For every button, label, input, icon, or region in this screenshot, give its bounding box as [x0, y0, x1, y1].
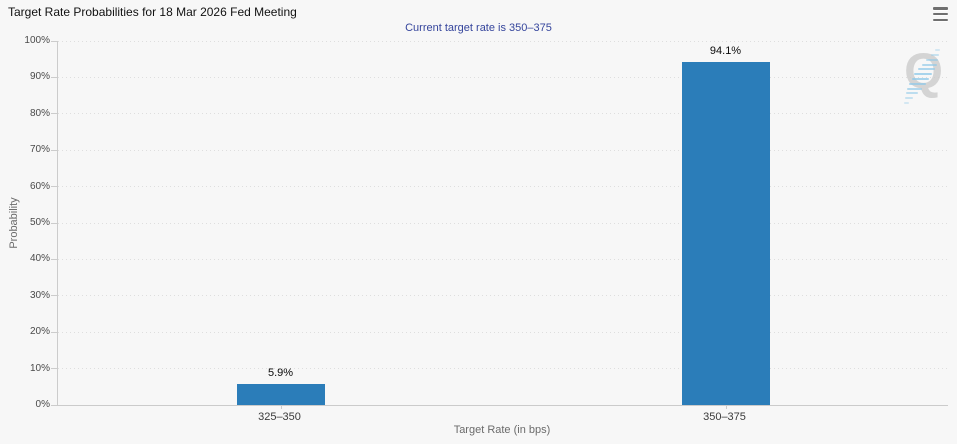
x-axis-tick — [725, 405, 727, 409]
watermark-dash — [904, 97, 914, 100]
chart-context-menu-button[interactable] — [933, 6, 948, 22]
y-axis-tick — [51, 186, 57, 188]
y-tick-label: 0% — [35, 399, 50, 410]
y-tick-label: 10% — [29, 362, 50, 374]
hamburger-icon — [933, 12, 948, 16]
y-tick-label: 40% — [29, 253, 50, 265]
gridline — [58, 331, 948, 333]
x-tick-label: 325–350 — [258, 411, 301, 423]
gridline — [58, 258, 948, 260]
probability-bar[interactable] — [681, 62, 770, 405]
y-tick-label: 80% — [29, 107, 50, 119]
y-axis-tick — [51, 404, 57, 406]
y-tick-label: 90% — [29, 71, 50, 83]
y-tick-label: 60% — [29, 180, 50, 192]
gridline — [58, 295, 948, 297]
y-axis-tick — [51, 149, 57, 151]
watermark-dash — [903, 102, 909, 104]
chart-subtitle: Current target rate is 350–375 — [405, 22, 552, 34]
gridline — [58, 40, 948, 42]
y-tick-label: 70% — [29, 144, 50, 156]
x-tick-label: 350–375 — [703, 411, 746, 423]
x-axis-tick — [280, 405, 282, 409]
gridline — [58, 368, 948, 370]
y-tick-label: 30% — [29, 289, 50, 301]
gridline — [58, 149, 948, 151]
watermark-q-logo: Q — [885, 44, 947, 110]
chart-title: Target Rate Probabilities for 18 Mar 202… — [8, 5, 297, 19]
y-axis-tick — [51, 368, 57, 370]
watermark-dash — [907, 87, 923, 90]
watermark-dash — [930, 54, 940, 56]
y-tick-label: 20% — [29, 326, 50, 338]
gridline — [58, 186, 948, 188]
probability-bar[interactable] — [236, 383, 325, 405]
hamburger-icon — [933, 18, 948, 21]
x-axis-title: Target Rate (in bps) — [453, 424, 551, 436]
watermark-dash — [911, 78, 930, 80]
watermark-dash — [921, 63, 937, 66]
gridline — [58, 222, 948, 224]
y-axis-tick — [51, 258, 57, 260]
gridline — [58, 76, 948, 78]
watermark-dash — [935, 49, 941, 52]
y-axis-tick — [51, 295, 57, 297]
plot-area: 5.9% 94.1% — [51, 40, 948, 409]
y-axis-tick — [51, 331, 57, 333]
y-tick-label: 100% — [24, 35, 50, 46]
y-axis-tick — [51, 40, 57, 42]
y-axis-tick — [51, 222, 57, 224]
bar-value-label: 94.1% — [709, 45, 742, 58]
watermark-dash — [926, 58, 939, 61]
y-tick-label: 50% — [29, 217, 50, 228]
hamburger-icon — [933, 7, 948, 10]
y-axis-tick — [51, 76, 57, 78]
watermark-dash — [917, 68, 935, 71]
watermark-dash — [914, 73, 933, 76]
bar-value-label: 5.9% — [267, 366, 294, 379]
y-axis-tick — [51, 113, 57, 115]
watermark-dash — [909, 82, 926, 85]
watermark-dash — [905, 92, 918, 95]
gridline — [58, 113, 948, 115]
